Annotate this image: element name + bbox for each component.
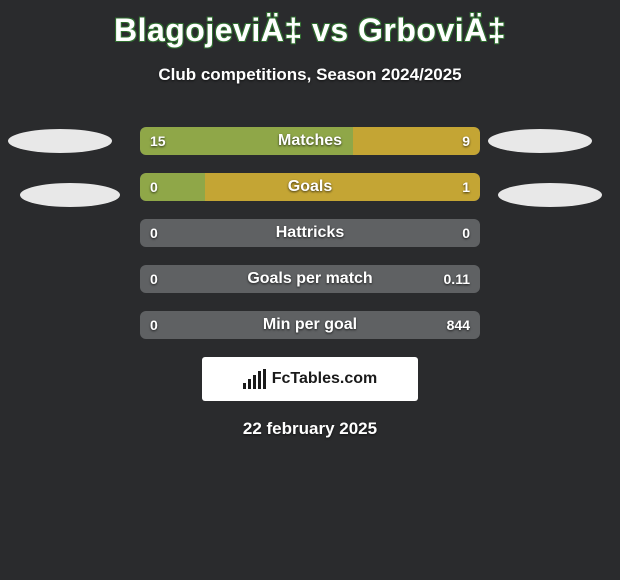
stat-row: 0 844Min per goal	[140, 311, 480, 339]
stat-value-right: 0.11	[444, 265, 470, 293]
stat-bar-right	[205, 173, 480, 201]
stat-value-right: 0	[462, 219, 470, 247]
page-subtitle: Club competitions, Season 2024/2025	[0, 65, 620, 85]
stat-row: 159Matches	[140, 127, 480, 155]
stat-bar-left	[140, 127, 353, 155]
photo-ellipse	[488, 129, 592, 153]
stat-label: Goals per match	[140, 265, 480, 293]
date-label: 22 february 2025	[0, 419, 620, 439]
stat-row: 0 0Hattricks	[140, 219, 480, 247]
photo-ellipse	[8, 129, 112, 153]
brand-bars-icon	[243, 369, 266, 389]
stat-value-left: 0	[150, 219, 158, 247]
stat-bar-left	[140, 173, 205, 201]
stat-value-left: 0	[150, 311, 158, 339]
stat-row: 0 0.11Goals per match	[140, 265, 480, 293]
comparison-chart: 159Matches01Goals00Hattricks00.11Goals p…	[0, 127, 620, 339]
photo-ellipse	[20, 183, 120, 207]
stat-value-right: 844	[447, 311, 470, 339]
stat-row: 01Goals	[140, 173, 480, 201]
brand-badge[interactable]: FcTables.com	[202, 357, 418, 401]
brand-label: FcTables.com	[272, 370, 378, 388]
stat-bar-right	[353, 127, 481, 155]
stat-label: Hattricks	[140, 219, 480, 247]
photo-ellipse	[498, 183, 602, 207]
stat-label: Min per goal	[140, 311, 480, 339]
stat-value-left: 0	[150, 265, 158, 293]
page-title: BlagojeviÄ‡ vs GrboviÄ‡	[0, 0, 620, 49]
